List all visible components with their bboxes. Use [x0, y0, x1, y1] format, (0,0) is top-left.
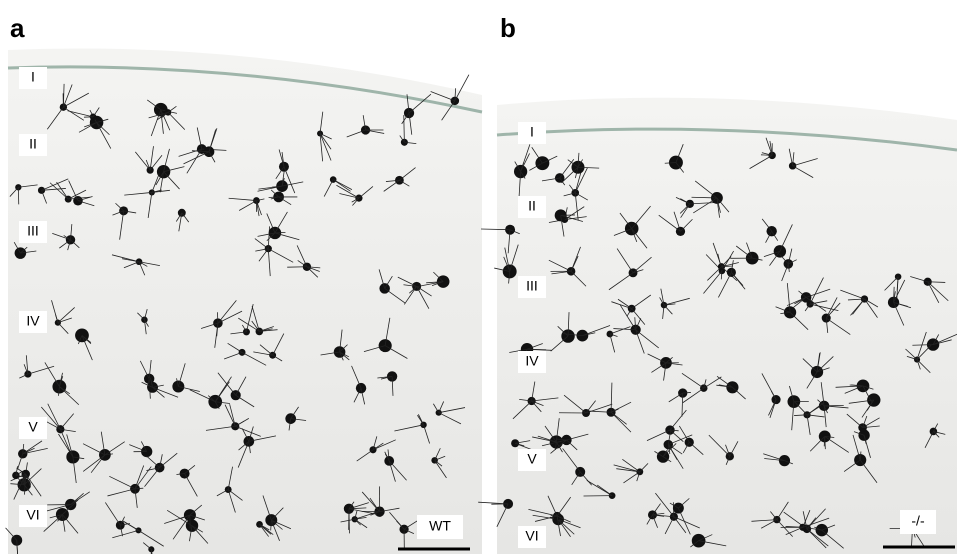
layer-label: IV	[26, 313, 40, 329]
layer-label: II	[528, 198, 536, 214]
layer-label: II	[29, 136, 37, 152]
genotype-label: -/-	[911, 513, 925, 529]
cell-body	[330, 176, 337, 183]
figure: aIIIIIIIVVVIWTbIIIIIIIVVVI-/-	[0, 0, 957, 554]
layer-label: VI	[26, 507, 39, 523]
layer-label: I	[530, 124, 534, 140]
layer-label: III	[27, 223, 39, 239]
layer-label: I	[31, 69, 35, 85]
panel-label: a	[10, 13, 25, 43]
tissue-section	[8, 48, 482, 554]
layer-label: VI	[525, 528, 538, 544]
layer-label: V	[28, 419, 38, 435]
layer-label: V	[527, 451, 537, 467]
tissue-section	[497, 98, 957, 554]
layer-label: III	[526, 278, 538, 294]
genotype-label: WT	[429, 518, 451, 534]
layer-label: IV	[525, 353, 539, 369]
panel-label: b	[500, 13, 516, 43]
cell-body	[664, 440, 673, 449]
process	[761, 155, 772, 156]
